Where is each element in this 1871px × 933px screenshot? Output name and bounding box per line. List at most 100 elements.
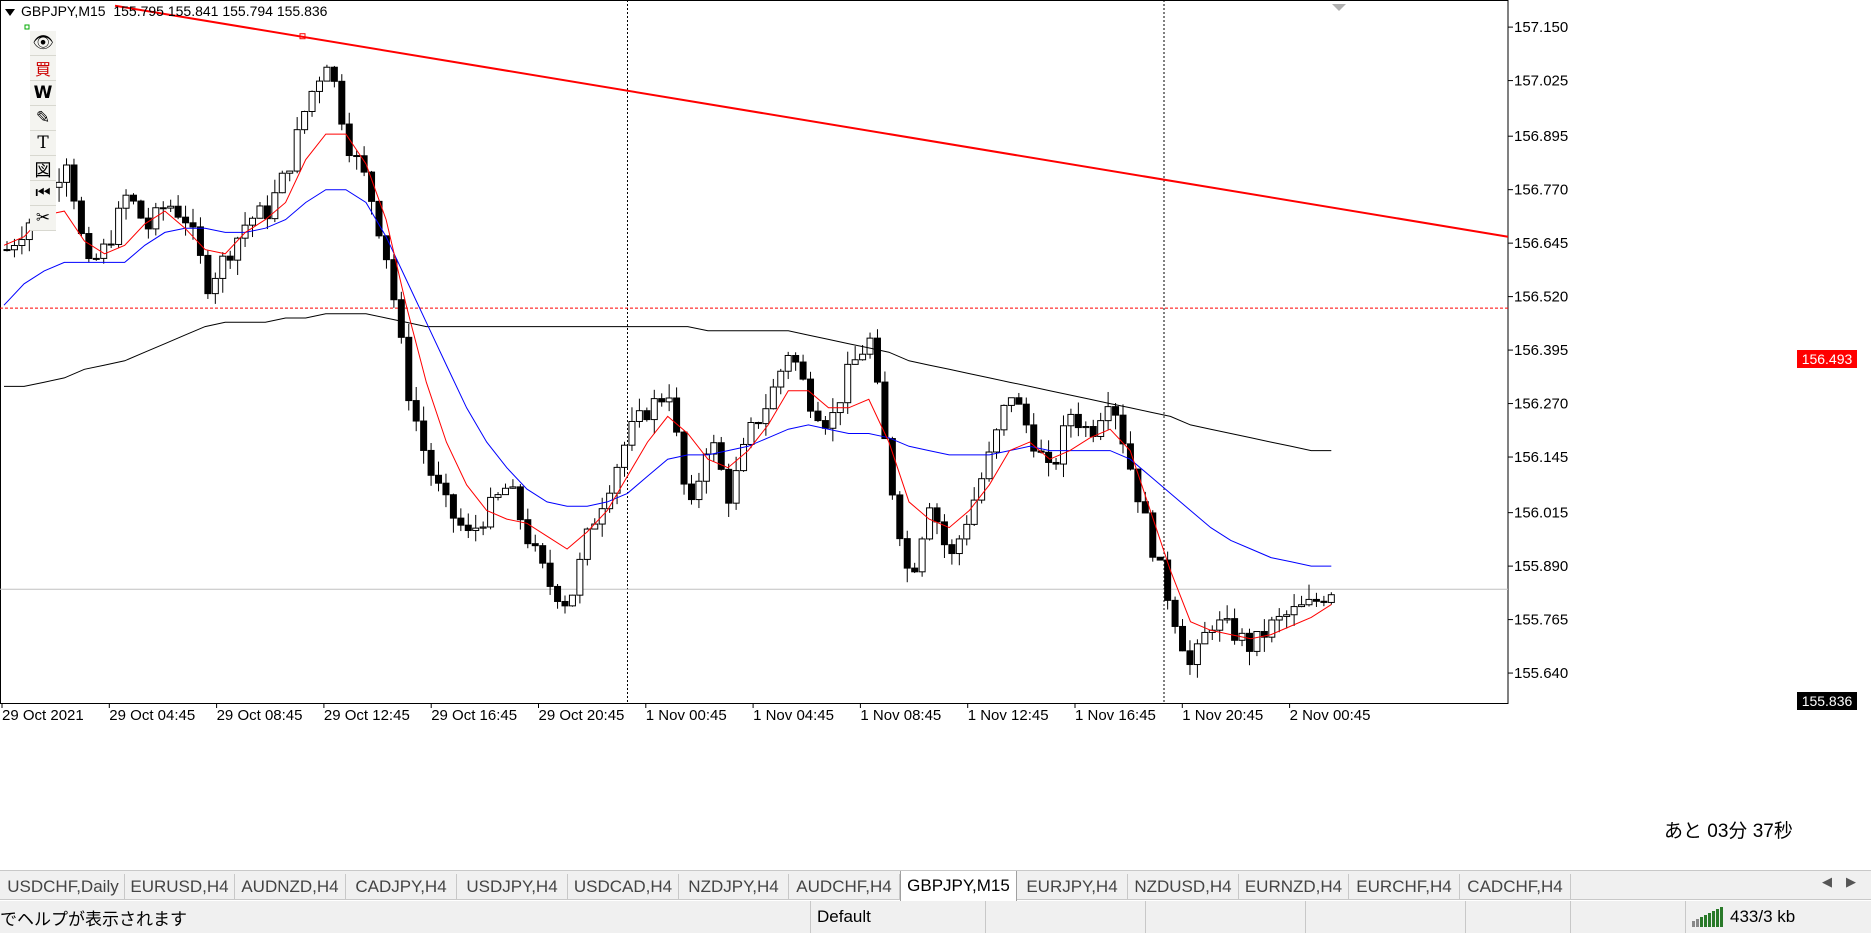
candle-body xyxy=(457,517,465,526)
scissors-icon[interactable]: ✂ xyxy=(30,206,56,231)
time-tick-label: 29 Oct 04:45 xyxy=(109,707,195,724)
price-tick-label: 156.895 xyxy=(1514,128,1568,145)
tab-audnzd-h4[interactable]: AUDNZD,H4 xyxy=(235,874,346,900)
drawing-toolbar: 👁 買 W ✎ T 図 ⏮ ✂ xyxy=(30,31,56,231)
candle-body xyxy=(219,255,227,279)
tab-scroll-right-icon[interactable]: ▶ xyxy=(1846,875,1856,890)
text-icon[interactable]: T xyxy=(30,131,56,156)
candle-body xyxy=(539,545,547,564)
price-chart[interactable]: 157.150 157.025 156.895 156.770 156.645 156.5… xyxy=(0,0,1871,870)
candle-body xyxy=(821,420,829,429)
candle-body xyxy=(278,172,286,194)
candle-body xyxy=(554,585,562,602)
tab-nzdjpy-h4[interactable]: NZDJPY,H4 xyxy=(679,874,789,900)
plot-frame xyxy=(0,0,1509,704)
candle-body xyxy=(844,363,852,404)
candle-body xyxy=(129,194,137,202)
header-menu-icon[interactable] xyxy=(5,8,15,16)
candle-body xyxy=(1022,403,1030,426)
candle-body xyxy=(583,528,591,560)
connection-bar xyxy=(1692,921,1695,927)
tab-cadjpy-h4[interactable]: CADJPY,H4 xyxy=(346,874,457,900)
candle-body xyxy=(77,200,85,235)
tab-audchf-h4[interactable]: AUDCHF,H4 xyxy=(789,874,900,900)
rewind-icon[interactable]: ⏮ xyxy=(30,181,56,206)
candle-body xyxy=(330,66,338,82)
candle-body xyxy=(1312,598,1320,602)
tab-usdcad-h4[interactable]: USDCAD,H4 xyxy=(568,874,679,900)
tab-usdjpy-h4[interactable]: USDJPY,H4 xyxy=(457,874,568,900)
price-tick-label: 157.025 xyxy=(1514,73,1568,90)
candle-body xyxy=(323,66,331,82)
candle-body xyxy=(204,254,212,295)
candle-body xyxy=(338,80,346,125)
connection-bar xyxy=(1696,919,1699,927)
candle-body xyxy=(963,523,971,540)
candle-body xyxy=(368,171,376,202)
time-tick-label: 29 Oct 16:45 xyxy=(431,707,517,724)
candle-body xyxy=(390,259,398,301)
candle-body xyxy=(747,422,755,445)
candle-body xyxy=(427,449,435,476)
status-profile[interactable]: Default xyxy=(810,901,985,933)
candle-body xyxy=(1298,604,1306,608)
tab-eurusd-h4[interactable]: EURUSD,H4 xyxy=(125,874,235,900)
candle-body xyxy=(1030,424,1038,452)
candle-body xyxy=(717,442,725,470)
candle-body xyxy=(814,410,822,422)
status-empty-4 xyxy=(1465,901,1570,933)
status-traffic[interactable]: 433/3 kb xyxy=(1685,901,1871,933)
candle-body xyxy=(710,442,718,455)
candle-body xyxy=(695,480,703,501)
candle-body xyxy=(196,226,204,256)
eye-icon[interactable]: 👁 xyxy=(30,31,56,56)
candle-body xyxy=(926,507,934,540)
status-empty-5 xyxy=(1570,901,1685,933)
candle-body xyxy=(1186,650,1194,666)
candle-body xyxy=(948,544,956,555)
candle-body xyxy=(435,474,443,484)
tab-eurjpy-h4[interactable]: EURJPY,H4 xyxy=(1017,874,1128,900)
candle-body xyxy=(896,494,904,540)
chart-area[interactable]: 157.150 157.025 156.895 156.770 156.645 156.5… xyxy=(0,0,1871,870)
candles-group xyxy=(3,64,1335,678)
candle-body xyxy=(762,408,770,425)
candle-body xyxy=(777,370,785,388)
status-traffic-text: 433/3 kb xyxy=(1730,907,1796,926)
candle-body xyxy=(516,486,524,521)
candle-body xyxy=(546,562,554,587)
pencil-icon[interactable]: ✎ xyxy=(30,106,56,131)
candle-body xyxy=(1320,600,1328,603)
candle-body xyxy=(903,538,911,569)
candle-body xyxy=(442,482,450,496)
tab-nzdusd-h4[interactable]: NZDUSD,H4 xyxy=(1128,874,1239,900)
candle-body xyxy=(301,110,309,131)
tab-eurnzd-h4[interactable]: EURNZD,H4 xyxy=(1239,874,1349,900)
candle-body xyxy=(1126,443,1134,470)
chart-tab-bar: USDCHF,Daily EURUSD,H4 AUDNZD,H4 CADJPY,H4 U… xyxy=(0,870,1871,901)
candle-body xyxy=(1149,512,1157,558)
tab-eurchf-h4[interactable]: EURCHF,H4 xyxy=(1349,874,1460,900)
candle-body xyxy=(933,507,941,523)
w-icon[interactable]: W xyxy=(30,81,56,106)
candle-body xyxy=(621,444,629,468)
candle-body xyxy=(211,277,219,295)
candle-body xyxy=(531,543,539,547)
candle-body xyxy=(100,243,108,259)
connection-bar xyxy=(1716,909,1719,927)
candle-body xyxy=(1268,619,1276,638)
zu-kanji-icon[interactable]: 図 xyxy=(30,156,56,181)
candle-body xyxy=(799,361,807,380)
buy-kanji-icon[interactable]: 買 xyxy=(30,56,56,81)
candle-body xyxy=(10,245,18,251)
candle-body xyxy=(687,483,695,501)
price-tick-label: 156.395 xyxy=(1514,342,1568,359)
tab-cadchf-h4[interactable]: CADCHF,H4 xyxy=(1460,874,1571,900)
price-tick-label: 157.150 xyxy=(1514,19,1568,36)
tab-scroll-left-icon[interactable]: ◀ xyxy=(1822,875,1832,890)
tab-gbpjpy-m15[interactable]: GBPJPY,M15 xyxy=(900,871,1017,901)
candle-body xyxy=(509,486,517,489)
tab-usdchf-daily[interactable]: USDCHF,Daily xyxy=(2,874,125,900)
candle-body xyxy=(829,412,837,429)
candle-body xyxy=(315,80,323,92)
